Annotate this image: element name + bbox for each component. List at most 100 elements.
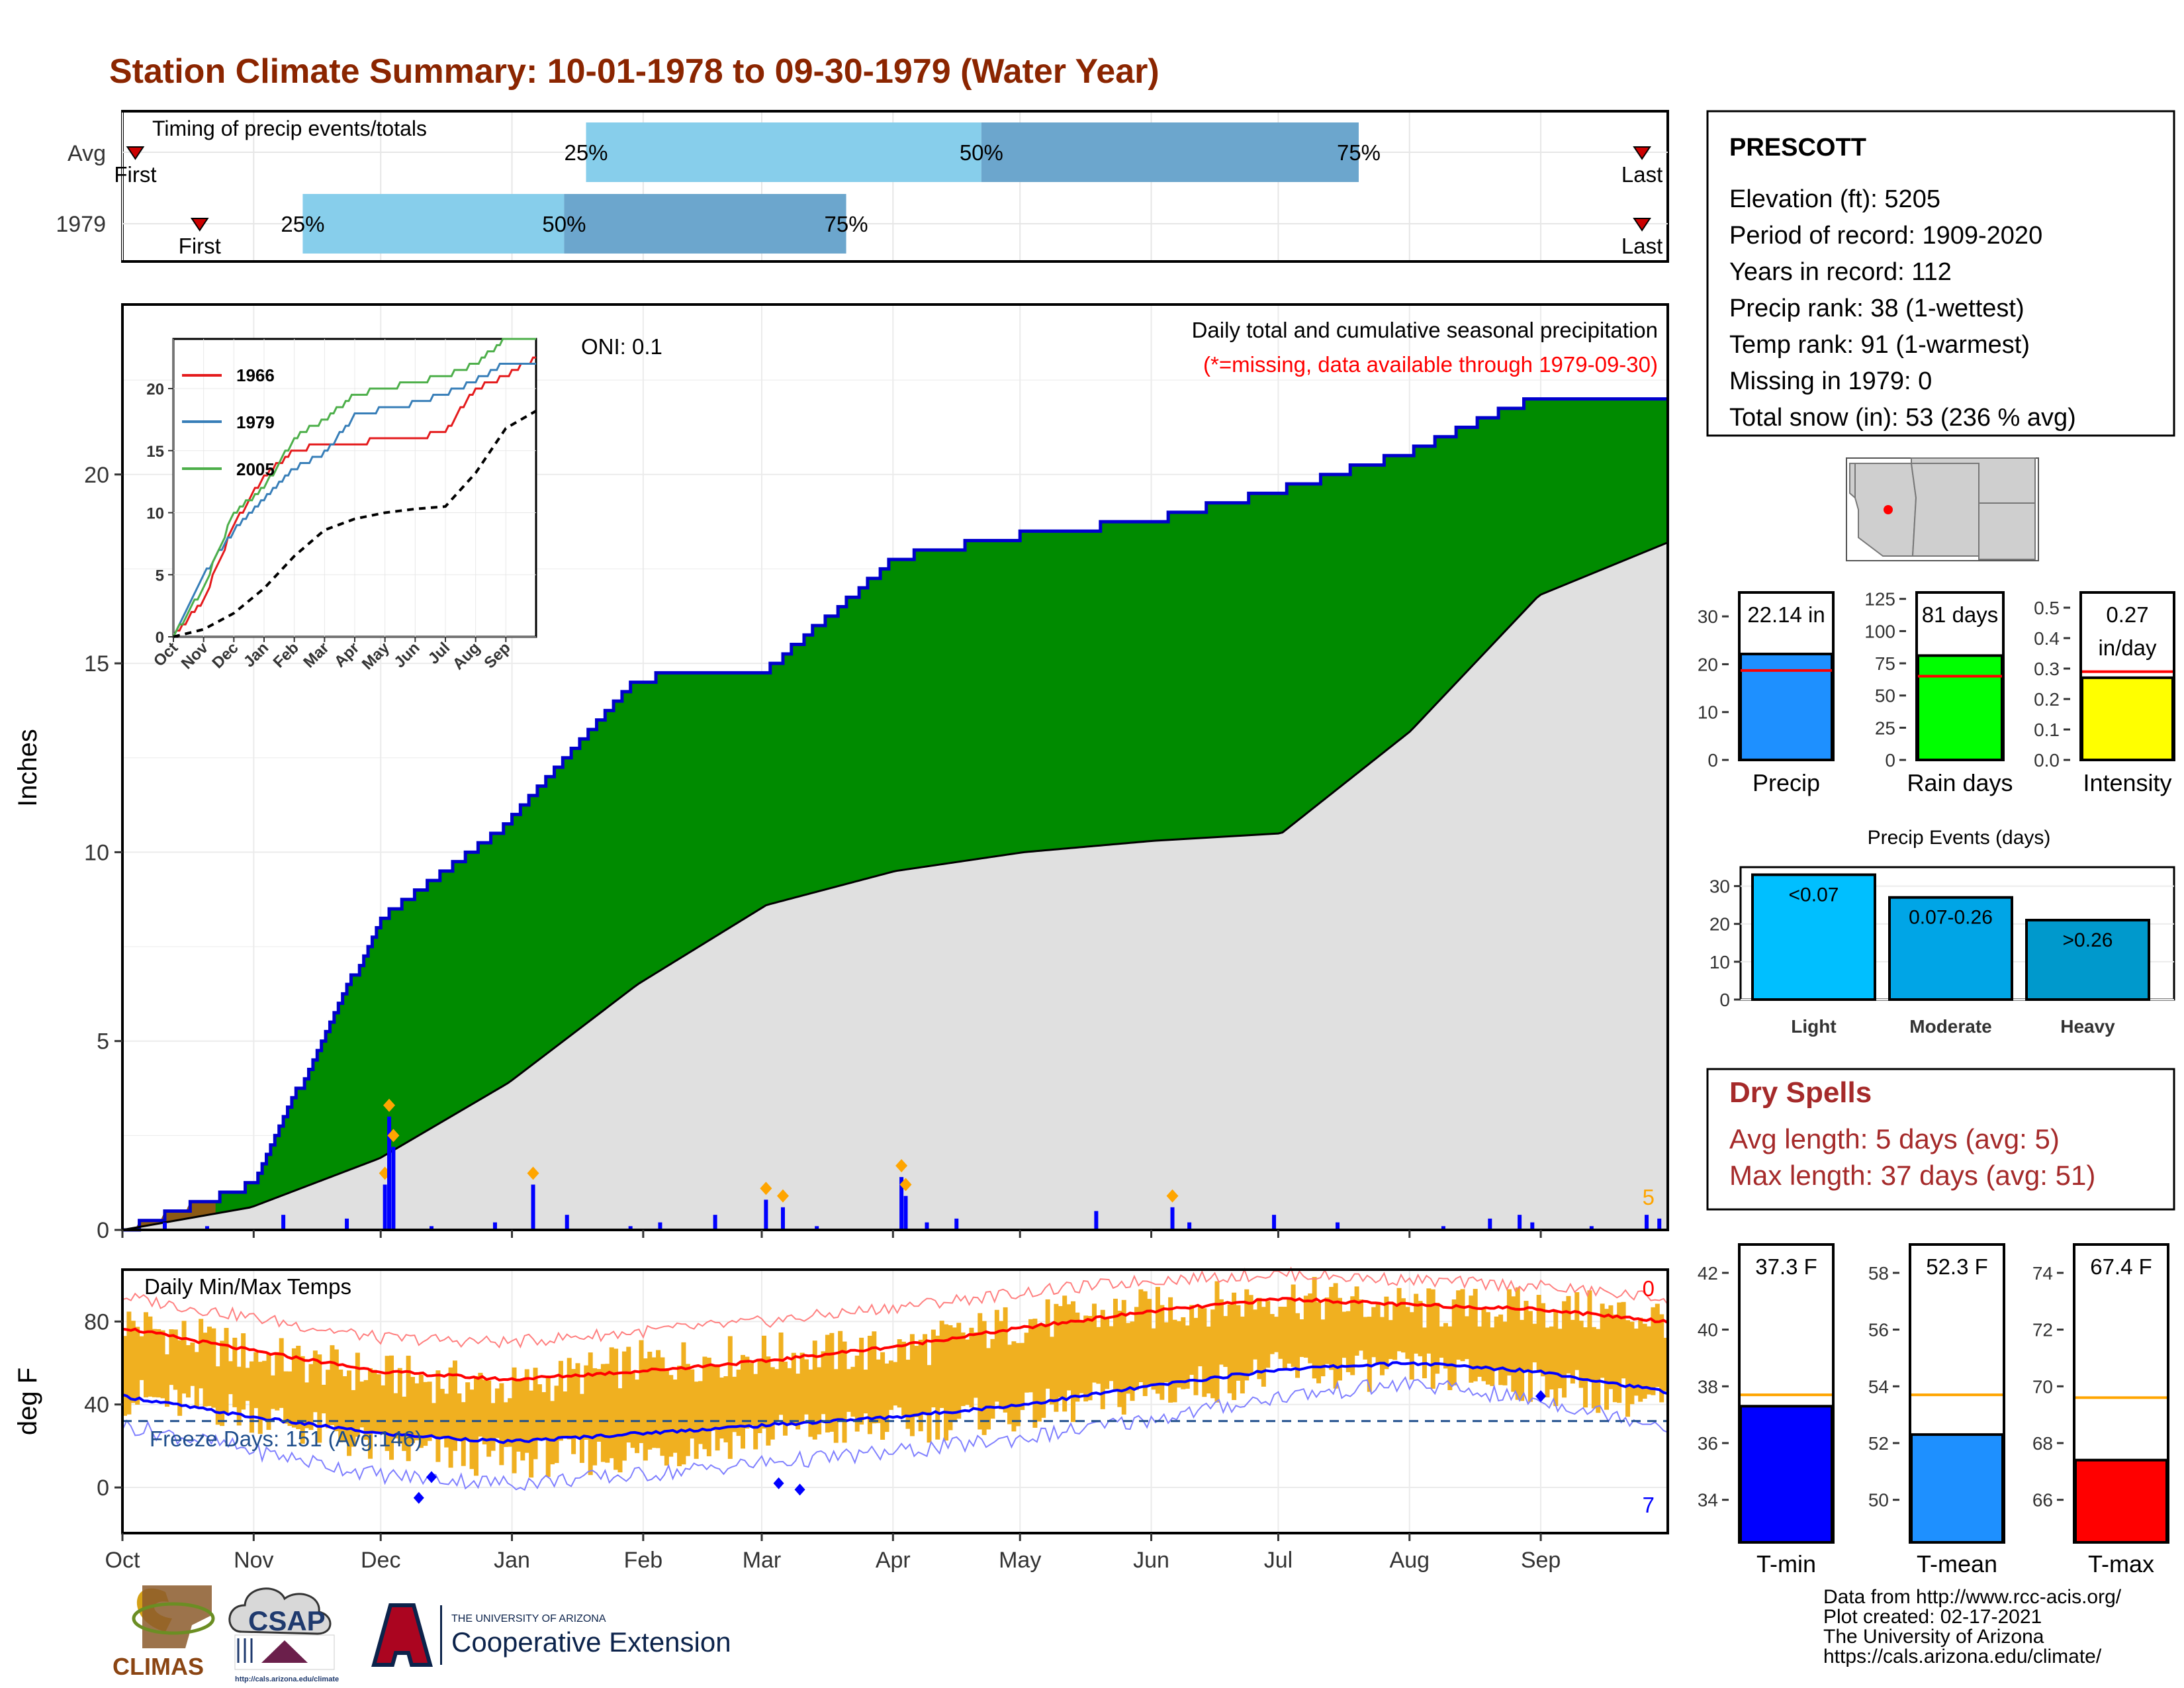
daily-precip-bar: [1441, 1226, 1445, 1230]
snow-marker-icon: [527, 1166, 539, 1180]
temp-range-bar: [1587, 1290, 1592, 1381]
temp-range-bar: [1435, 1303, 1440, 1374]
temp-range-bar: [715, 1365, 720, 1451]
cumulative-avg-line: [122, 541, 1668, 1231]
temp-range-bar: [647, 1351, 653, 1450]
temp-range-bar: [1451, 1299, 1457, 1385]
temp-range-bar: [796, 1374, 801, 1430]
temp-range-bar: [1155, 1287, 1160, 1394]
record-high-line: [122, 1266, 1668, 1349]
temp-range-bar: [766, 1356, 771, 1446]
temp-range-bar: [312, 1350, 318, 1413]
daily-precip-bar: [1272, 1215, 1277, 1230]
page-title: Station Climate Summary: 10-01-1978 to 0…: [109, 52, 1160, 91]
temp-range-bar: [787, 1368, 792, 1426]
precip-areas: [122, 397, 1668, 1232]
dry-spells-avg-length: Avg length: 5 days (avg: 5): [1729, 1123, 2060, 1154]
temp-range-bar: [372, 1370, 377, 1432]
station-line-temp-rank: Temp rank: 91 (1-warmest): [1729, 331, 2030, 359]
temp-summary-t-mean: 50 52 54 56 58 52.3 F T-mean: [1868, 1243, 2005, 1577]
above-average-area: [122, 399, 1668, 1230]
daily-precip-bar: [1518, 1215, 1522, 1230]
temp-range-bar: [753, 1374, 758, 1450]
temp-y-axis: 0 40 80: [84, 1309, 122, 1501]
temp-range-bar: [164, 1354, 169, 1407]
temp-range-bar: [465, 1382, 471, 1440]
temp-range-bar: [965, 1339, 970, 1405]
daily-precip-bar: [1657, 1218, 1662, 1230]
temp-summary-t-mean-bar: [1910, 1433, 2004, 1544]
summary-intensity-y-tick-label: 0.5: [2034, 598, 2060, 618]
temp-range-bar: [745, 1356, 750, 1429]
temp-range-bar: [778, 1332, 784, 1415]
temp-range-bar: [821, 1351, 826, 1415]
temp-range-bar: [660, 1357, 665, 1456]
events-category-label: Light: [1791, 1016, 1836, 1037]
temp-range-bar: [1287, 1297, 1292, 1364]
temp-range-bar: [1515, 1287, 1520, 1400]
temp-summary-t-mean-y-tick-label: 52: [1868, 1433, 1889, 1454]
daily-precip-bar: [1589, 1226, 1594, 1230]
temp-summary-t-min-y-tick-label: 36: [1698, 1433, 1718, 1454]
temp-range-bar: [1147, 1299, 1152, 1386]
temp-range-bar: [1308, 1293, 1313, 1364]
temp-range-bar: [397, 1368, 402, 1444]
temp-range-bar: [1020, 1342, 1025, 1411]
temp-range-bar: [812, 1340, 817, 1440]
summary-intensity-value-label: in/day: [2098, 635, 2157, 660]
temp-summary-t-mean-value-label: 52.3 F: [1926, 1254, 1988, 1279]
temp-range-bar: [770, 1367, 775, 1440]
temp-range-bar: [1520, 1319, 1525, 1401]
dry-spells-max-length: Max length: 37 days (avg: 51): [1729, 1160, 2095, 1191]
month-tick-label: Jun: [1133, 1548, 1169, 1573]
temp-range-bar: [249, 1361, 254, 1433]
temp-range-bar: [393, 1393, 398, 1439]
temp-range-bar: [1469, 1295, 1474, 1383]
events-category-label: Heavy: [2060, 1016, 2115, 1037]
temp-range-bar: [545, 1376, 551, 1477]
temp-summary-t-mean-y-tick-label: 58: [1868, 1263, 1889, 1284]
summary-bar-charts: 0 10 20 30 22.14 in Precip 0 25 50 75 100 125 81 day…: [1698, 589, 2175, 796]
temp-range-bar: [1189, 1305, 1195, 1375]
temp-range-bar: [1604, 1309, 1610, 1410]
temp-range-bar: [1041, 1324, 1046, 1418]
daily-precip-bar: [387, 1116, 392, 1230]
temp-range-bar: [1578, 1321, 1584, 1388]
temp-range-bar: [1045, 1299, 1050, 1389]
legend-2005-label: 2005: [236, 459, 275, 479]
temp-range-bar: [1574, 1292, 1580, 1370]
daily-precip-bar: [815, 1226, 819, 1230]
temp-range-bar: [1426, 1288, 1432, 1354]
events-range-label: 0.07-0.26: [1909, 907, 1993, 929]
temp-range-bar: [283, 1371, 289, 1424]
temp-range-bar: [888, 1360, 893, 1410]
month-tick-label: Sep: [1521, 1548, 1561, 1573]
timing-last-label: Last: [1621, 234, 1662, 258]
temp-range-bar: [368, 1368, 373, 1459]
temp-range-bar: [1236, 1305, 1241, 1381]
temp-range-bar: [960, 1332, 966, 1407]
temp-range-bar: [457, 1393, 462, 1440]
temp-range-bar: [1227, 1304, 1232, 1393]
temp-range-bar: [1007, 1344, 1013, 1425]
temp-range-bar: [1232, 1292, 1237, 1400]
temp-range-bar: [508, 1398, 513, 1447]
daily-precip-bar: [1488, 1218, 1492, 1230]
temp-panel-title: Daily Min/Max Temps: [144, 1274, 351, 1299]
temp-range-bar: [842, 1341, 847, 1443]
summary-rain-days-y-tick-label: 75: [1875, 653, 1895, 674]
snow-marker-icon: [776, 1189, 789, 1203]
temp-range-bar: [262, 1360, 267, 1421]
temp-range-bar: [338, 1369, 343, 1442]
temp-count-high: 0: [1643, 1276, 1655, 1301]
timing-q75-label: 75%: [1337, 140, 1381, 165]
temp-range-bar: [270, 1375, 275, 1409]
csap-cloud-icon: [228, 1587, 332, 1635]
summary-intensity-y-tick-label: 0.3: [2034, 659, 2060, 679]
temp-summary-t-min-value-label: 37.3 F: [1755, 1254, 1817, 1279]
month-tick-label: Nov: [234, 1548, 273, 1573]
temp-range-bar: [1345, 1311, 1351, 1372]
temp-range-bar: [550, 1401, 555, 1465]
nevada-shape: [1849, 463, 1856, 500]
